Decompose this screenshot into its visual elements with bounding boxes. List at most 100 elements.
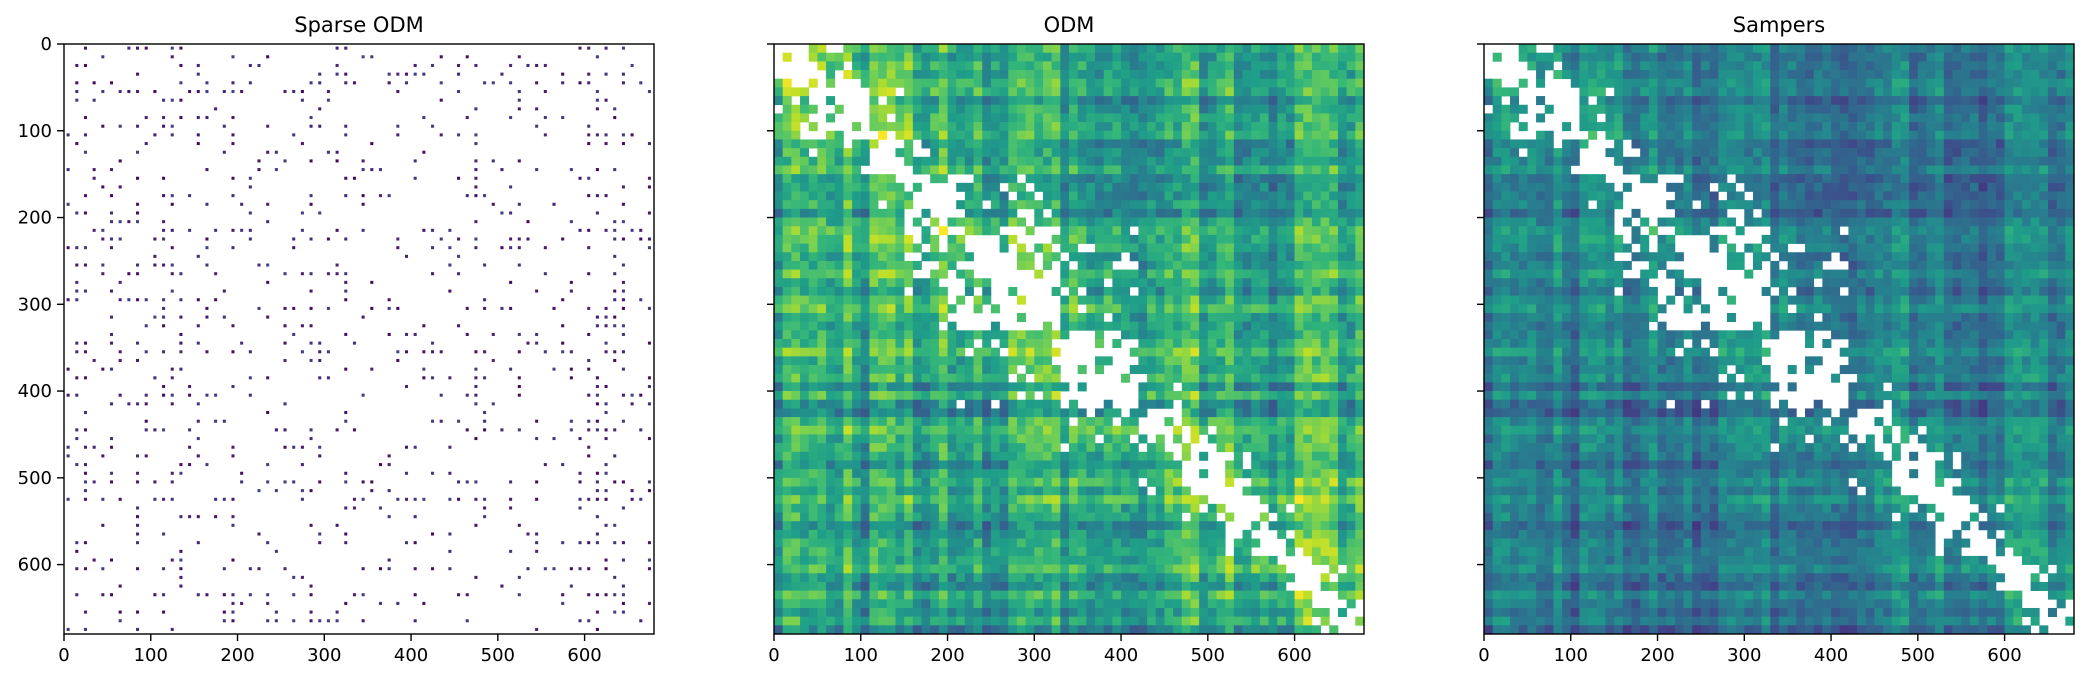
heatmap-cell xyxy=(1225,356,1235,366)
heatmap-cell xyxy=(973,174,983,184)
heatmap-cell xyxy=(878,529,888,539)
heatmap-cell xyxy=(1069,96,1079,106)
heatmap-cell xyxy=(1355,243,1365,253)
heatmap-cell xyxy=(75,549,79,553)
heatmap-cell xyxy=(938,616,948,626)
heatmap-cell xyxy=(1190,243,1200,253)
heatmap-cell xyxy=(300,142,304,146)
heatmap-cell xyxy=(1199,87,1209,97)
heatmap-cell xyxy=(621,220,625,224)
heatmap-cell xyxy=(1216,44,1226,54)
heatmap-cell xyxy=(1034,182,1044,192)
heatmap-cell xyxy=(878,78,888,88)
heatmap-cell xyxy=(1277,260,1287,270)
heatmap-cell xyxy=(1095,104,1105,114)
heatmap-cell xyxy=(886,503,896,513)
heatmap-cell xyxy=(92,558,96,562)
heatmap-cell xyxy=(834,130,844,140)
heatmap-cell xyxy=(852,321,862,331)
heatmap-cell xyxy=(1173,226,1183,236)
heatmap-cell xyxy=(613,350,617,354)
heatmap-cell xyxy=(826,61,836,71)
heatmap-cell xyxy=(1207,599,1217,609)
heatmap-cell xyxy=(886,486,896,496)
heatmap-cell xyxy=(1225,607,1235,617)
heatmap-cell xyxy=(1285,330,1295,340)
heatmap-cell xyxy=(309,124,313,128)
heatmap-cell xyxy=(595,489,599,493)
heatmap-cell xyxy=(782,304,792,314)
heatmap-cell xyxy=(1164,87,1174,97)
heatmap-cell xyxy=(1008,217,1018,227)
heatmap-cell xyxy=(791,451,801,461)
heatmap-cell xyxy=(1277,521,1287,531)
heatmap-cell xyxy=(1069,573,1079,583)
heatmap-cell xyxy=(179,549,183,553)
heatmap-cell xyxy=(1216,234,1226,244)
heatmap-cell xyxy=(1294,104,1304,114)
heatmap-cell xyxy=(1268,590,1278,600)
heatmap-cell xyxy=(543,463,547,467)
heatmap-cell xyxy=(1303,312,1313,322)
heatmap-cell xyxy=(1008,425,1018,435)
heatmap-cell xyxy=(465,55,469,59)
heatmap-cell xyxy=(474,142,478,146)
heatmap-cell xyxy=(136,298,140,302)
heatmap-cell xyxy=(878,391,888,401)
heatmap-cell xyxy=(869,425,879,435)
heatmap-cell xyxy=(895,451,905,461)
heatmap-cell xyxy=(1025,44,1035,54)
heatmap-cell xyxy=(808,243,818,253)
heatmap-cell xyxy=(222,315,226,319)
heatmap-cell xyxy=(973,607,983,617)
heatmap-cell xyxy=(1355,52,1365,62)
heatmap-cell xyxy=(1207,573,1217,583)
heatmap-cell xyxy=(1112,278,1122,288)
heatmap-cell xyxy=(1242,182,1252,192)
heatmap-cell xyxy=(1329,191,1339,201)
heatmap-cell xyxy=(1259,321,1269,331)
heatmap-cell xyxy=(1121,200,1131,210)
heatmap-cell xyxy=(1086,321,1096,331)
heatmap-cell xyxy=(774,278,784,288)
heatmap-cell xyxy=(791,555,801,565)
heatmap-cell xyxy=(318,211,322,215)
heatmap-cell xyxy=(860,382,870,392)
heatmap-cell xyxy=(990,356,1000,366)
heatmap-cell xyxy=(1294,330,1304,340)
heatmap-cell xyxy=(886,304,896,314)
heatmap-cell xyxy=(474,246,478,250)
heatmap-cell xyxy=(1095,477,1105,487)
heatmap-cell xyxy=(1285,460,1295,470)
heatmap-cell xyxy=(109,289,114,293)
heatmap-cell xyxy=(834,217,844,227)
heatmap-cell xyxy=(947,477,957,487)
heatmap-cell xyxy=(561,463,565,467)
heatmap-cell xyxy=(613,541,617,545)
heatmap-cell xyxy=(800,217,810,227)
heatmap-cell xyxy=(144,402,148,406)
heatmap-cell xyxy=(1077,495,1087,505)
heatmap-cell xyxy=(1277,356,1287,366)
heatmap-cell xyxy=(92,168,96,172)
heatmap-cell xyxy=(283,358,287,362)
heatmap-cell xyxy=(1242,104,1252,114)
heatmap-cell xyxy=(604,194,608,198)
heatmap-cell xyxy=(1190,347,1200,357)
heatmap-cell xyxy=(1233,269,1243,279)
heatmap-cell xyxy=(309,523,313,527)
heatmap-cell xyxy=(613,254,617,258)
heatmap-cell xyxy=(1207,226,1217,236)
heatmap-cell xyxy=(1181,417,1191,427)
heatmap-cell xyxy=(973,182,983,192)
heatmap-cell xyxy=(1181,547,1191,557)
heatmap-cell xyxy=(1285,512,1295,522)
heatmap-cell xyxy=(964,61,974,71)
heatmap-cell xyxy=(904,547,914,557)
heatmap-cell xyxy=(1095,607,1105,617)
heatmap-cell xyxy=(990,182,1000,192)
heatmap-cell xyxy=(1268,330,1278,340)
heatmap-cell xyxy=(1147,399,1157,409)
heatmap-cell xyxy=(1251,356,1261,366)
heatmap-cell xyxy=(1199,78,1209,88)
